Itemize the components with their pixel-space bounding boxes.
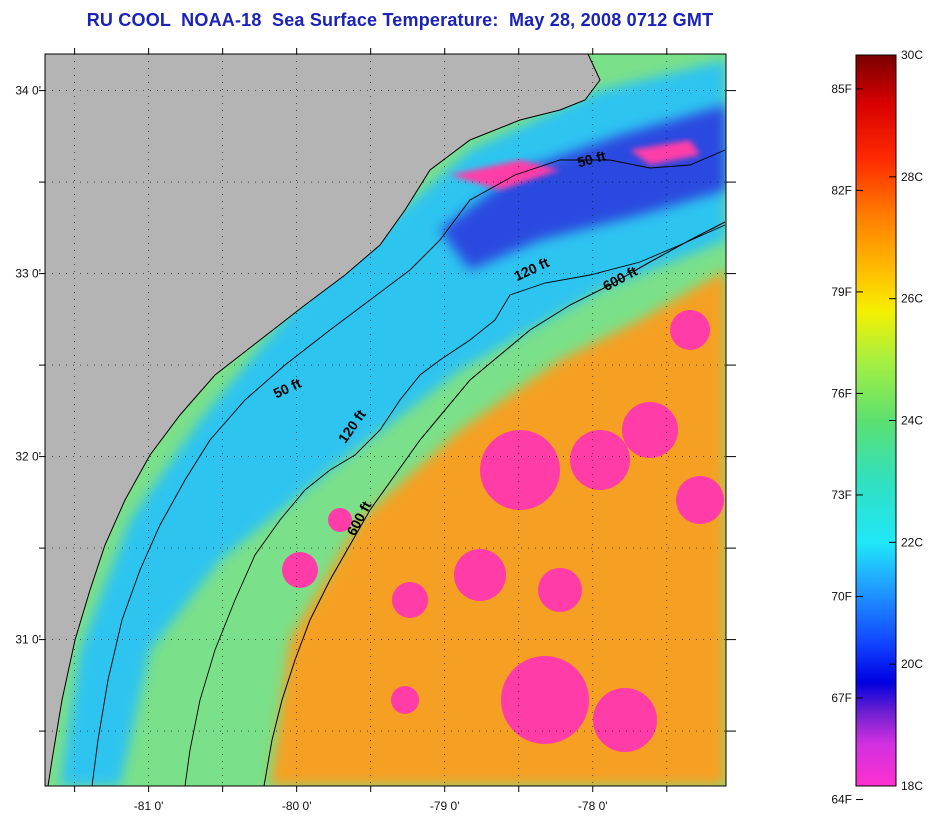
colorbar-f-label: 82F bbox=[831, 183, 852, 197]
graticule bbox=[45, 54, 726, 786]
colorbar-c-label: 28C bbox=[901, 170, 923, 184]
isobath-50ft bbox=[91, 149, 726, 786]
temperature-field bbox=[60, 60, 726, 786]
sst-region bbox=[60, 60, 726, 786]
lat-tick-label: 31 0' bbox=[15, 633, 41, 647]
map-ticks: -81 0' -80 0' -79 0' -78 0' 34 0' 33 0' 32 0' 3… bbox=[15, 48, 736, 813]
coastline bbox=[47, 54, 601, 786]
colorbar-c-label: 30C bbox=[901, 48, 923, 62]
colorbar-fahrenheit-scale: 85F 82F 79F 76F 73F 70F 67F 64F bbox=[831, 82, 863, 807]
sst-region bbox=[450, 160, 560, 190]
cloud-mask bbox=[570, 430, 630, 490]
cloud-mask bbox=[282, 552, 318, 588]
colorbar-c-label: 20C bbox=[901, 657, 923, 671]
map-frame bbox=[44, 53, 727, 787]
map-title: RU COOL NOAA-18 Sea Surface Temperature:… bbox=[86, 10, 714, 30]
cloud-mask bbox=[622, 402, 678, 458]
sst-region bbox=[270, 270, 726, 786]
lon-tick-label: -80 0' bbox=[282, 799, 312, 813]
lat-tick-label: 32 0' bbox=[15, 450, 41, 464]
lat-tick-label: 33 0' bbox=[15, 267, 41, 281]
colorbar-f-label: 79F bbox=[831, 285, 852, 299]
colorbar-f-label: 85F bbox=[831, 82, 852, 96]
isobath-label: 50 ft bbox=[575, 147, 607, 170]
colorbar-f-label: 73F bbox=[831, 488, 852, 502]
lon-tick-label: -78 0' bbox=[578, 799, 608, 813]
colorbar-f-label: 64F bbox=[831, 793, 852, 807]
cloud-mask bbox=[501, 656, 589, 744]
lon-tick-label: -81 0' bbox=[134, 799, 164, 813]
cloud-mask bbox=[676, 476, 724, 524]
colorbar-c-label: 26C bbox=[901, 292, 923, 306]
colorbar-c-label: 22C bbox=[901, 535, 923, 549]
lon-tick-label: -79 0' bbox=[430, 799, 460, 813]
cloud-mask bbox=[480, 430, 560, 510]
sst-region bbox=[630, 140, 700, 165]
cloud-mask bbox=[454, 549, 506, 601]
cloud-mask bbox=[392, 582, 428, 618]
colorbar: 85F 82F 79F 76F 73F 70F 67F 64F 30C 28C 26C 24C 22C… bbox=[831, 48, 923, 807]
isobath-600ft bbox=[263, 221, 726, 786]
cloud-mask bbox=[593, 688, 657, 752]
colorbar-f-label: 67F bbox=[831, 691, 852, 705]
colorbar-c-label: 24C bbox=[901, 414, 923, 428]
cloud-mask bbox=[670, 310, 710, 350]
cloud-mask bbox=[538, 568, 582, 612]
land-mask bbox=[45, 54, 600, 786]
isobath-120ft bbox=[184, 224, 726, 786]
lat-tick-label: 34 0' bbox=[15, 84, 41, 98]
colorbar-c-label: 18C bbox=[901, 779, 923, 793]
colorbar-f-label: 70F bbox=[831, 589, 852, 603]
cloud-mask bbox=[328, 508, 352, 532]
colorbar-celsius-scale: 30C 28C 26C 24C 22C 20C 18C bbox=[889, 48, 923, 793]
cloud-mask bbox=[391, 686, 419, 714]
colorbar-f-label: 76F bbox=[831, 386, 852, 400]
